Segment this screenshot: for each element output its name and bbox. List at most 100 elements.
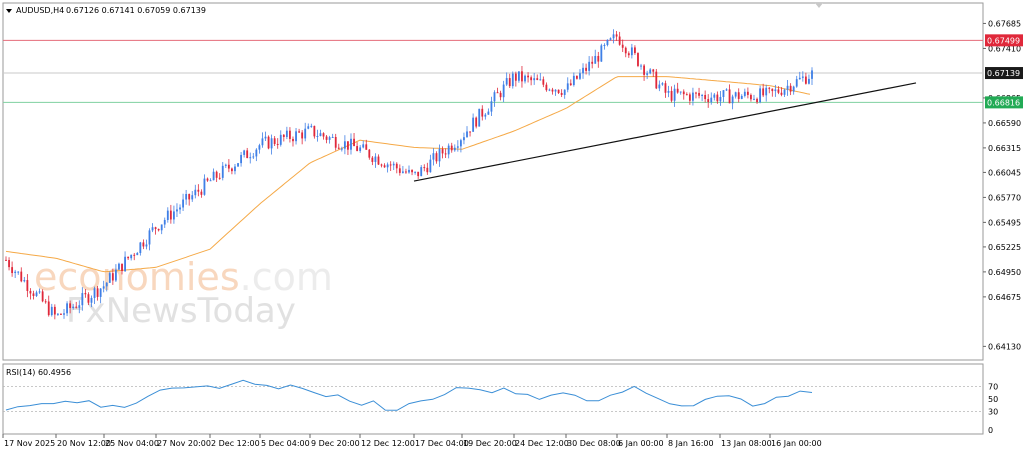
candle-body (206, 178, 209, 181)
candle-body (759, 88, 762, 103)
candle-body (179, 207, 181, 210)
candle-body (728, 89, 731, 104)
candle (368, 148, 371, 160)
candle (484, 113, 487, 120)
candle (23, 276, 26, 283)
candle (237, 162, 239, 167)
candle (383, 163, 386, 168)
candle-body (139, 242, 142, 254)
candle (47, 295, 50, 317)
candle (356, 142, 359, 152)
candle-body (695, 92, 697, 94)
candle (612, 29, 615, 44)
candle (206, 177, 209, 182)
time-tick-label: 19 Dec 20:00 (463, 439, 517, 448)
candle-body (692, 92, 694, 101)
candle (182, 193, 184, 211)
rsi-tick-label: 30 (988, 407, 998, 416)
candle (771, 88, 774, 97)
candle (114, 264, 117, 282)
candle (459, 138, 462, 153)
rsi-tick-label: 70 (988, 383, 998, 392)
candle-body (624, 47, 627, 54)
candle (200, 189, 203, 198)
candle (798, 71, 801, 80)
candle-body (353, 138, 355, 147)
price-tick-label: 0.66590 (988, 119, 1021, 128)
candle-body (768, 87, 771, 89)
rsi-title: RSI(14) 60.4956 (6, 368, 71, 377)
candle (227, 159, 230, 173)
candle-body (249, 157, 252, 159)
candle (682, 89, 685, 100)
candle (762, 83, 765, 98)
candle-body (414, 171, 417, 173)
candle (304, 122, 307, 142)
candle (69, 300, 72, 314)
rsi-levels (3, 386, 983, 412)
candle-body (8, 260, 10, 268)
candle-body (496, 92, 499, 94)
candle (145, 239, 148, 250)
candle-body (627, 53, 630, 56)
candle-body (133, 254, 136, 256)
candle-body (295, 131, 297, 142)
candle-body (392, 163, 395, 166)
candle (566, 77, 569, 93)
candle (722, 89, 725, 103)
candle-body (215, 171, 218, 178)
candle-body (334, 136, 337, 148)
candle-body (285, 130, 288, 137)
price-panel-frame (2, 2, 984, 361)
candle (707, 94, 710, 108)
candle-body (798, 77, 801, 80)
candle-body (536, 78, 539, 80)
candle (191, 191, 194, 202)
candle (524, 74, 526, 84)
candle (11, 261, 14, 277)
candle-body (789, 85, 792, 92)
candle-body (490, 101, 493, 112)
candle (637, 52, 639, 68)
candle-body (426, 167, 429, 173)
candle (695, 91, 697, 99)
candle-body (337, 147, 340, 149)
price-tick-label: 0.65225 (988, 243, 1021, 252)
candle (670, 86, 673, 103)
candle (649, 68, 652, 75)
candle-body (166, 210, 169, 220)
candle (634, 45, 636, 55)
candle (87, 292, 90, 306)
candle (658, 80, 661, 92)
candle (594, 49, 597, 64)
ohlc-readout: 0.67126 0.67141 0.67059 0.67139 (66, 6, 206, 15)
time-tick-label: 25 Nov 04:00 (105, 439, 159, 448)
candle (511, 71, 514, 89)
candle-body (273, 138, 276, 144)
candle (621, 39, 624, 53)
candle-body (130, 254, 133, 259)
candle-body (655, 71, 658, 89)
candle-body (218, 177, 221, 179)
time-tick-label: 30 Dec 08:00 (567, 439, 621, 448)
candle (746, 87, 749, 99)
candle-body (429, 159, 432, 173)
rsi-tick-label: 0 (988, 426, 993, 435)
candle (328, 135, 331, 144)
candle-body (145, 244, 148, 247)
scroll-marker-icon[interactable] (815, 3, 823, 8)
candle (490, 96, 493, 117)
candle (673, 84, 676, 107)
candle-body (685, 94, 688, 96)
candle-body (667, 90, 670, 93)
candle-body (524, 75, 526, 82)
candle-body (389, 164, 392, 166)
candle (289, 127, 291, 143)
price-tick-label: 0.64130 (988, 342, 1021, 351)
candle (17, 271, 20, 275)
collapse-triangle-icon[interactable] (6, 9, 12, 13)
price-tick-label: 0.65495 (988, 218, 1021, 227)
candle (316, 129, 319, 142)
candle (194, 184, 197, 199)
watermark-line1-b: mies (149, 255, 240, 299)
